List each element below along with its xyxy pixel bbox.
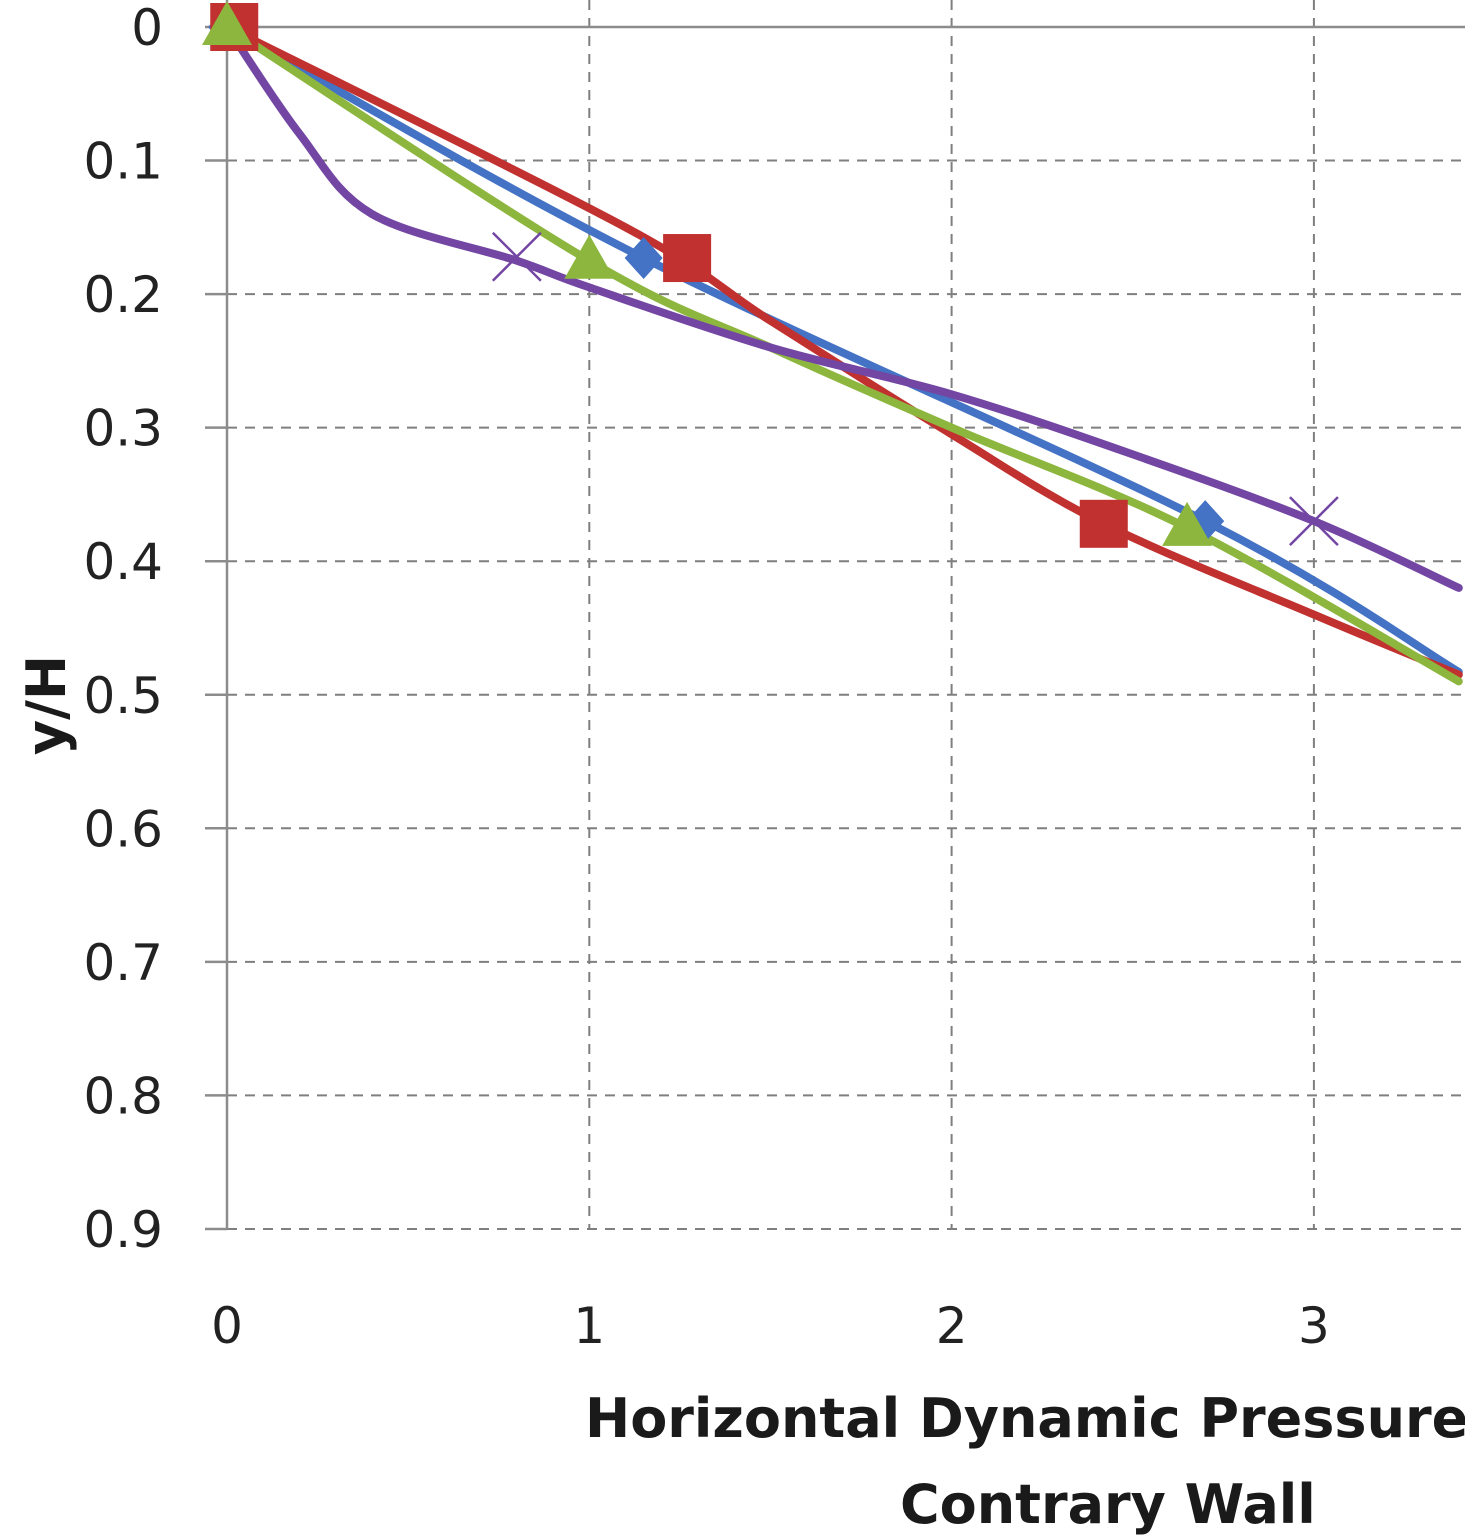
x-axis-title-line2: Contrary Wall	[900, 1473, 1316, 1536]
y-tick-label: 0.5	[83, 667, 163, 725]
y-tick-label: 0.9	[83, 1201, 163, 1259]
y-tick-label: 0.2	[83, 266, 163, 324]
x-tick-label: 0	[211, 1297, 243, 1355]
y-tick-label: 0.4	[83, 533, 163, 591]
series-1-marker	[663, 234, 712, 283]
y-tick-label: 0.1	[83, 133, 163, 191]
series-lines	[223, 23, 1463, 686]
tick-labels: 0 0.1 0.2 0.3 0.4 0.5 0.6 0.7 0.8 0.9 0 1 2 3	[83, 0, 1329, 1355]
series-0-marker	[624, 237, 663, 280]
x-tick-label: 2	[936, 1297, 968, 1355]
series-2-marker	[202, 1, 252, 45]
series-1-marker	[1079, 499, 1128, 548]
series-3-marker	[491, 231, 542, 282]
grid-lines	[227, 0, 1465, 1230]
y-tick-label: 0.7	[83, 934, 163, 992]
series-2-line	[223, 23, 1463, 686]
series-2-marker	[1162, 501, 1213, 546]
y-tick-label: 0	[131, 0, 163, 57]
y-tick-label: 0.6	[83, 800, 163, 858]
y-tick-label: 0.3	[83, 400, 163, 458]
x-tick-label: 3	[1298, 1297, 1330, 1355]
series-3-line	[223, 23, 1463, 592]
series-2-marker	[564, 234, 615, 279]
series-3-marker	[1289, 496, 1339, 547]
x-tick-label: 1	[573, 1297, 605, 1355]
x-axis-title-line1: Horizontal Dynamic Pressure (	[585, 1387, 1465, 1450]
series-markers	[202, 1, 1339, 548]
y-tick-label: 0.8	[83, 1067, 163, 1125]
y-axis-title: y/H	[15, 655, 78, 755]
axes	[205, 0, 1465, 1231]
series-0-line	[223, 23, 1463, 676]
